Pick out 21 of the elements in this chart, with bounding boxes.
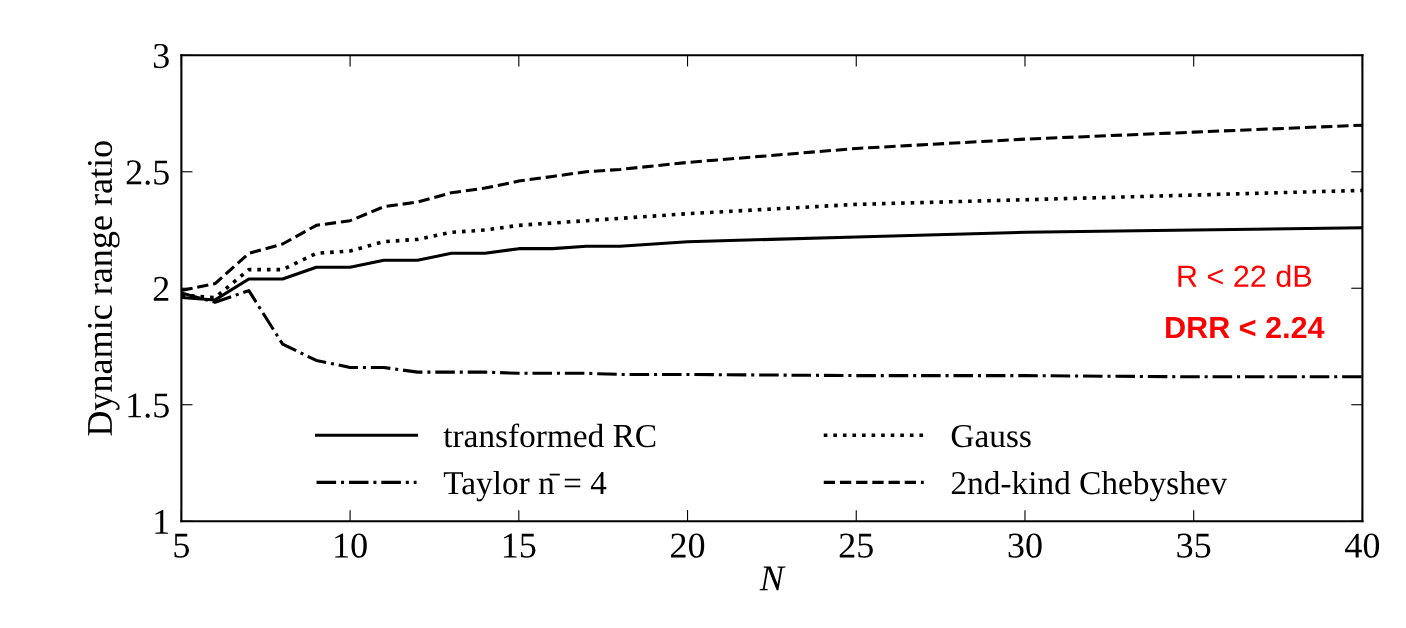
annotation: DRR < 2.24 (1166, 316, 1325, 339)
x-tick-label: 40 (1345, 533, 1380, 558)
y-tick-label: 3 (153, 43, 169, 69)
legend-label: Gauss (951, 424, 1031, 448)
x-tick-label: 20 (671, 533, 705, 558)
annotation: R < 22 dB (1178, 264, 1312, 288)
y-tick-label: 1.5 (128, 393, 169, 418)
x-tick-label: 25 (839, 533, 873, 558)
y-tick-label: 2 (153, 276, 169, 301)
legend-label: Taylor n̄ = 4 (443, 470, 607, 502)
y-tick-label: 2.5 (126, 160, 169, 185)
x-tick-label: 5 (174, 533, 189, 558)
x-tick-label: 15 (503, 533, 536, 558)
x-tick-label: 10 (335, 533, 367, 558)
legend-label: 2nd-kind Chebyshev (951, 470, 1228, 502)
legend-label: transformed RC (443, 423, 656, 448)
y-tick-label: 1 (155, 509, 169, 534)
x-axis-title: N (759, 566, 786, 591)
x-tick-label: 35 (1177, 533, 1211, 558)
x-tick-label: 30 (1008, 533, 1042, 558)
y-axis-title: Dynamic range ratio (87, 141, 120, 436)
